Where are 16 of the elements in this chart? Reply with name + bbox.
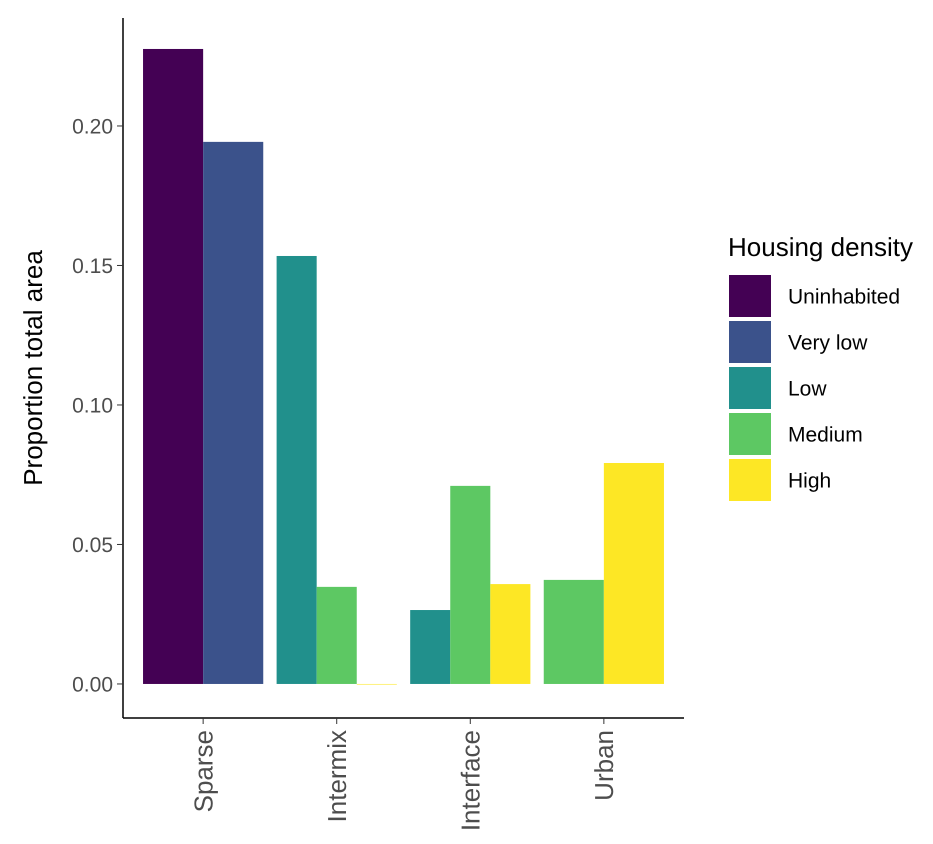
y-tick-label: 0.15 bbox=[72, 254, 113, 278]
y-tick-label: 0.20 bbox=[72, 115, 113, 138]
legend-label: High bbox=[788, 469, 832, 492]
legend-title: Housing density bbox=[728, 232, 913, 262]
x-tick-label: Urban bbox=[588, 730, 619, 801]
legend-label: Uninhabited bbox=[788, 285, 900, 308]
legend-label: Medium bbox=[788, 423, 863, 446]
y-tick-label: 0.00 bbox=[72, 673, 113, 696]
x-tick-label: Sparse bbox=[188, 730, 218, 812]
y-tick-label: 0.05 bbox=[72, 534, 113, 557]
legend-label: Very low bbox=[788, 331, 868, 354]
legend-label: Low bbox=[788, 377, 828, 400]
y-axis-title: Proportion total area bbox=[18, 250, 48, 486]
y-tick-label: 0.10 bbox=[72, 394, 113, 418]
x-tick-label: Interface bbox=[455, 730, 486, 832]
x-tick-label: Intermix bbox=[322, 730, 352, 822]
